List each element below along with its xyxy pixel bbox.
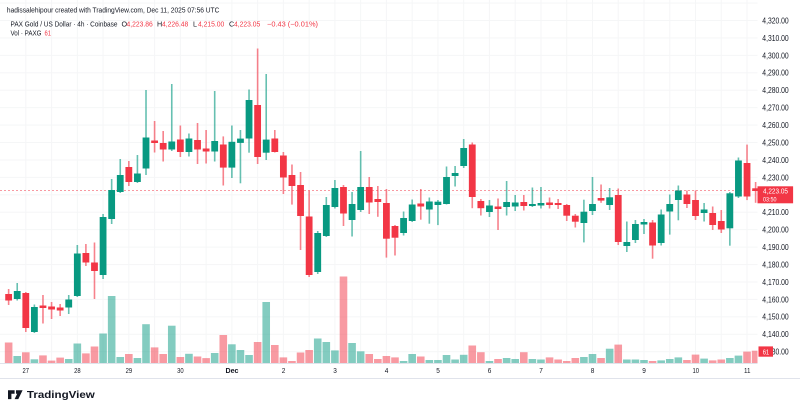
svg-text:4,150.00: 4,150.00 (762, 313, 789, 322)
svg-text:4,300.00: 4,300.00 (762, 51, 789, 60)
svg-text:Vol · PAXG: Vol · PAXG (11, 29, 42, 38)
svg-text:Dec: Dec (226, 366, 239, 375)
svg-text:4,290.00: 4,290.00 (762, 69, 789, 78)
svg-text:4,215.00: 4,215.00 (198, 20, 224, 29)
svg-text:29: 29 (126, 366, 133, 375)
svg-text:5: 5 (436, 366, 440, 375)
svg-text:4,270.00: 4,270.00 (762, 104, 789, 113)
svg-text:27: 27 (23, 366, 30, 375)
svg-text:8: 8 (591, 366, 595, 375)
svg-text:PAX Gold / US Dollar · 4h · Co: PAX Gold / US Dollar · 4h · Coinbase (11, 20, 118, 29)
svg-text:4,230.00: 4,230.00 (762, 173, 789, 182)
svg-text:hadissalehipour created with T: hadissalehipour created with TradingView… (7, 6, 220, 15)
svg-text:TradingView: TradingView (27, 390, 95, 401)
svg-text:C: C (229, 20, 234, 29)
svg-text:7: 7 (539, 366, 543, 375)
svg-text:4,240.00: 4,240.00 (762, 156, 789, 165)
svg-text:4,200.00: 4,200.00 (762, 226, 789, 235)
svg-text:4,190.00: 4,190.00 (762, 243, 789, 252)
svg-text:4: 4 (385, 366, 389, 375)
svg-text:11: 11 (744, 366, 751, 375)
svg-text:61: 61 (763, 349, 770, 356)
svg-text:9: 9 (642, 366, 646, 375)
svg-text:6: 6 (488, 366, 492, 375)
svg-text:10: 10 (692, 366, 699, 375)
svg-text:4,260.00: 4,260.00 (762, 121, 789, 130)
svg-text:2: 2 (282, 366, 286, 375)
svg-text:4,223.86: 4,223.86 (127, 20, 153, 29)
svg-text:30: 30 (177, 366, 184, 375)
svg-text:61: 61 (45, 29, 52, 38)
svg-text:4,250.00: 4,250.00 (762, 138, 789, 147)
svg-text:4,310.00: 4,310.00 (762, 34, 789, 43)
svg-text:4,280.00: 4,280.00 (762, 86, 789, 95)
svg-text:28: 28 (74, 366, 81, 375)
svg-text:4,223.05: 4,223.05 (763, 187, 788, 196)
svg-text:4,180.00: 4,180.00 (762, 260, 789, 269)
svg-text:4,170.00: 4,170.00 (762, 278, 789, 287)
svg-text:L: L (193, 20, 197, 29)
svg-text:4,320.00: 4,320.00 (762, 16, 789, 25)
svg-text:4,210.00: 4,210.00 (762, 208, 789, 217)
svg-text:4,130.00: 4,130.00 (762, 348, 789, 357)
svg-text:3: 3 (333, 366, 337, 375)
svg-text:03:50: 03:50 (763, 196, 777, 203)
svg-text:4,160.00: 4,160.00 (762, 295, 789, 304)
svg-text:4,140.00: 4,140.00 (762, 330, 789, 339)
svg-text:4,226.48: 4,226.48 (162, 20, 188, 29)
svg-text:−0.43 (−0.01%): −0.43 (−0.01%) (267, 20, 318, 29)
svg-text:4,223.05: 4,223.05 (234, 20, 260, 29)
svg-text:O: O (122, 20, 128, 29)
svg-text:H: H (157, 20, 162, 29)
